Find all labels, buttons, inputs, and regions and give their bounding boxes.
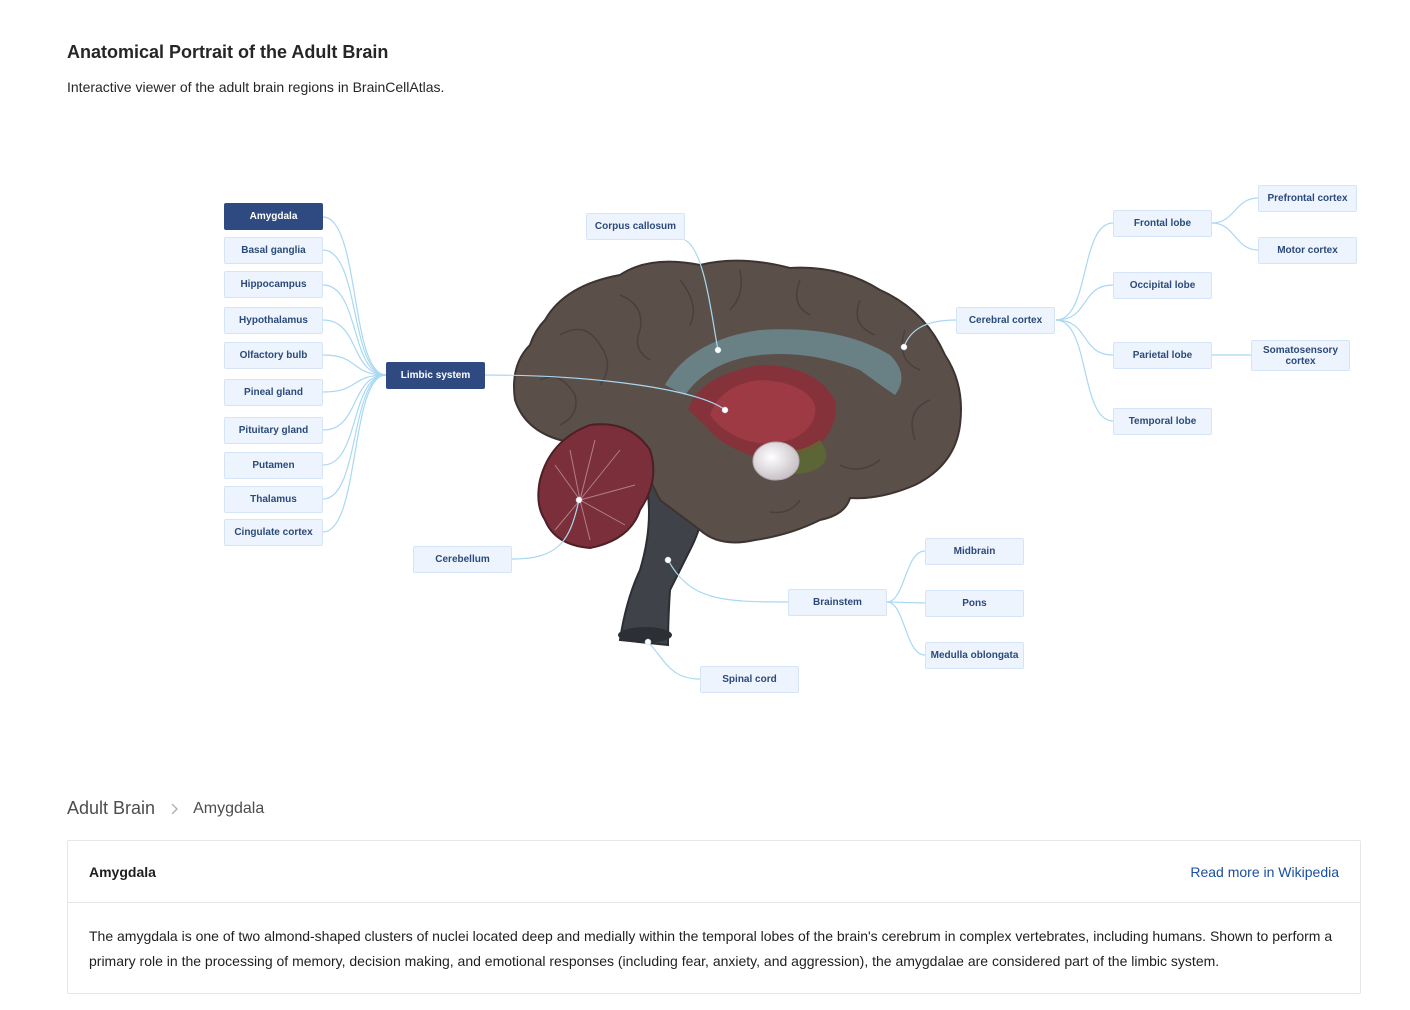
wikipedia-link[interactable]: Read more in Wikipedia: [1190, 863, 1339, 880]
node-thalamus[interactable]: Thalamus: [224, 486, 323, 513]
node-basal-ganglia[interactable]: Basal ganglia: [224, 237, 323, 264]
node-cerebral-cortex[interactable]: Cerebral cortex: [956, 307, 1055, 334]
node-temporal-lobe[interactable]: Temporal lobe: [1113, 408, 1212, 435]
node-medulla-oblongata[interactable]: Medulla oblongata: [925, 642, 1024, 669]
breadcrumb-current: Amygdala: [193, 799, 265, 817]
node-putamen[interactable]: Putamen: [224, 452, 323, 479]
page-subtitle: Interactive viewer of the adult brain re…: [67, 79, 445, 95]
page-title: Anatomical Portrait of the Adult Brain: [67, 42, 389, 62]
node-cingulate-cortex[interactable]: Cingulate cortex: [224, 519, 323, 546]
node-frontal-lobe[interactable]: Frontal lobe: [1113, 210, 1212, 237]
node-hippocampus[interactable]: Hippocampus: [224, 271, 323, 298]
node-pons[interactable]: Pons: [925, 590, 1024, 617]
brain-illustration: [322, 197, 1259, 680]
brain-region-viewer: Amygdala Basal ganglia Hippocampus Hypot…: [0, 120, 1410, 740]
node-amygdala[interactable]: Amygdala: [224, 203, 323, 230]
cerebellum-shape: [537, 423, 655, 550]
node-limbic-system[interactable]: Limbic system: [386, 362, 485, 389]
node-somatosensory-cortex[interactable]: Somatosensory cortex: [1251, 340, 1350, 371]
node-prefrontal-cortex[interactable]: Prefrontal cortex: [1258, 185, 1357, 212]
breadcrumb: Adult Brain Amygdala: [67, 798, 264, 819]
node-parietal-lobe[interactable]: Parietal lobe: [1113, 342, 1212, 369]
node-motor-cortex[interactable]: Motor cortex: [1258, 237, 1357, 264]
node-olfactory-bulb[interactable]: Olfactory bulb: [224, 342, 323, 369]
node-cerebellum[interactable]: Cerebellum: [413, 546, 512, 573]
card-title: Amygdala: [89, 863, 156, 880]
region-detail-card: Amygdala Read more in Wikipedia The amyg…: [67, 840, 1361, 994]
node-brainstem[interactable]: Brainstem: [788, 589, 887, 616]
card-description: The amygdala is one of two almond-shaped…: [89, 928, 1333, 969]
node-midbrain[interactable]: Midbrain: [925, 538, 1024, 565]
breadcrumb-root[interactable]: Adult Brain: [67, 798, 156, 818]
node-occipital-lobe[interactable]: Occipital lobe: [1113, 272, 1212, 299]
node-corpus-callosum[interactable]: Corpus callosum: [586, 213, 685, 240]
card-header: Amygdala Read more in Wikipedia: [68, 841, 1360, 903]
chevron-right-icon: [171, 803, 179, 814]
node-hypothalamus[interactable]: Hypothalamus: [224, 307, 323, 334]
node-pineal-gland[interactable]: Pineal gland: [224, 379, 323, 406]
node-spinal-cord[interactable]: Spinal cord: [700, 666, 799, 693]
node-pituitary-gland[interactable]: Pituitary gland: [224, 417, 323, 444]
